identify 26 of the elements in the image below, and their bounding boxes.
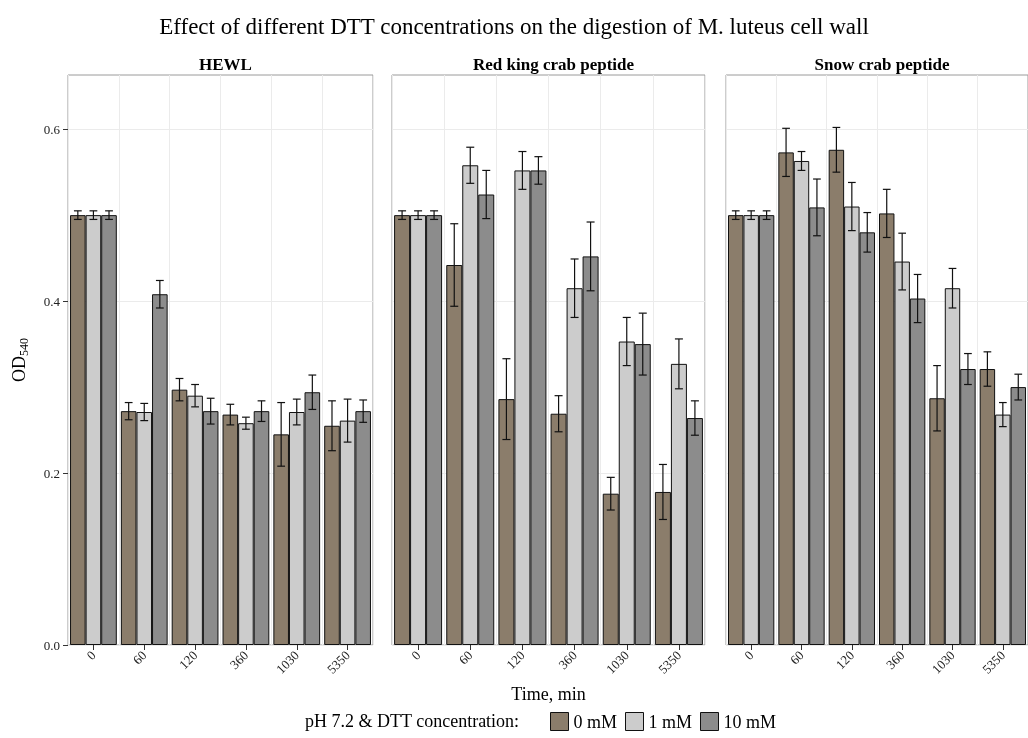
x-tick-label: 0 [408, 647, 424, 663]
chart-subtitle: HEWL [199, 55, 252, 74]
x-tick-label: 120 [832, 647, 858, 673]
text: Effect of different DTT concentrations on the digestion of M. luteus cell wall [159, 14, 869, 39]
y-axis-title: OD540 [9, 338, 31, 382]
x-tick-label: 120 [176, 647, 201, 673]
x-tick-label: 0 [83, 647, 99, 663]
legend-label: 10 mM [723, 711, 777, 732]
x-tick-label: 60 [129, 647, 150, 668]
x-tick-label: 120 [503, 647, 528, 673]
legend-label: 1 mM [648, 711, 693, 732]
chart-subtitle: Snow crab peptide [814, 55, 950, 74]
y-tick-label: 0.2 [43, 465, 60, 481]
y-tick-label: 0.0 [43, 637, 60, 653]
x-tick-label: 360 [883, 647, 908, 673]
x-tick-label: 0 [741, 647, 757, 663]
x-tick-label: 60 [455, 647, 476, 668]
x-tick-label: 60 [787, 647, 807, 668]
x-tick-label: 360 [226, 647, 252, 673]
chart-subtitle: Red king crab peptide [472, 55, 635, 74]
legend-title: pH 7.2 & DTT concentration: [305, 711, 520, 731]
y-tick-label: 0.4 [43, 293, 61, 309]
y-tick-label: 0.6 [43, 121, 61, 137]
x-axis-title: Time, min [511, 684, 586, 704]
x-tick-label: 360 [555, 647, 580, 673]
legend-label: 0 mM [573, 711, 618, 732]
